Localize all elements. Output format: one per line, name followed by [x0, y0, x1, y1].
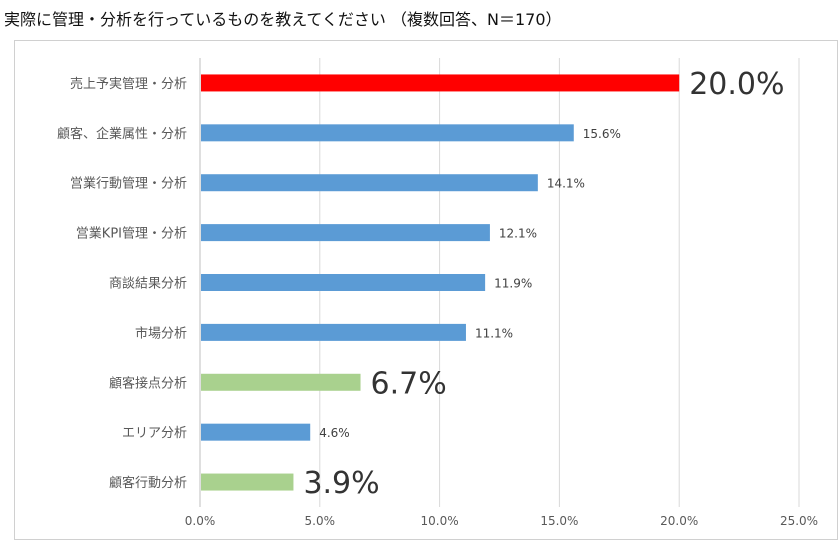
bar [201, 124, 574, 142]
category-label: 営業KPI管理・分析 [76, 226, 187, 242]
data-label: 15.6% [583, 127, 621, 141]
category-label: 商談結果分析 [109, 276, 187, 292]
x-tick-label: 25.0% [780, 514, 818, 528]
bar [201, 274, 486, 291]
category-label: 顧客、企業属性・分析 [57, 126, 187, 142]
category-label: 売上予実管理・分析 [70, 76, 187, 92]
data-label: 11.1% [475, 326, 513, 340]
page-title: 実際に管理・分析を行っているものを教えてください （複数回答、N＝170） [4, 10, 562, 29]
bar [201, 174, 538, 192]
category-label: 顧客接点分析 [109, 375, 187, 391]
category-label: エリア分析 [122, 426, 187, 441]
x-tick-label: 10.0% [421, 514, 459, 528]
data-label: 20.0% [689, 67, 784, 102]
data-label: 11.9% [494, 277, 532, 291]
data-label: 12.1% [499, 227, 537, 241]
bar [201, 224, 490, 242]
x-tick-label: 0.0% [185, 514, 216, 528]
data-label: 14.1% [547, 177, 585, 191]
x-tick-label: 20.0% [660, 514, 698, 528]
data-label: 6.7% [371, 366, 447, 401]
bar [201, 373, 361, 391]
data-label: 3.9% [303, 466, 379, 501]
bar [201, 323, 466, 341]
bar [201, 473, 294, 491]
bar [201, 74, 680, 92]
x-tick-label: 5.0% [305, 514, 336, 528]
category-label: 営業行動管理・分析 [70, 176, 187, 192]
x-tick-label: 15.0% [540, 514, 578, 528]
data-label: 4.6% [319, 426, 350, 440]
bar [201, 423, 311, 441]
category-label: 市場分析 [135, 325, 187, 341]
category-label: 顧客行動分析 [109, 475, 187, 491]
